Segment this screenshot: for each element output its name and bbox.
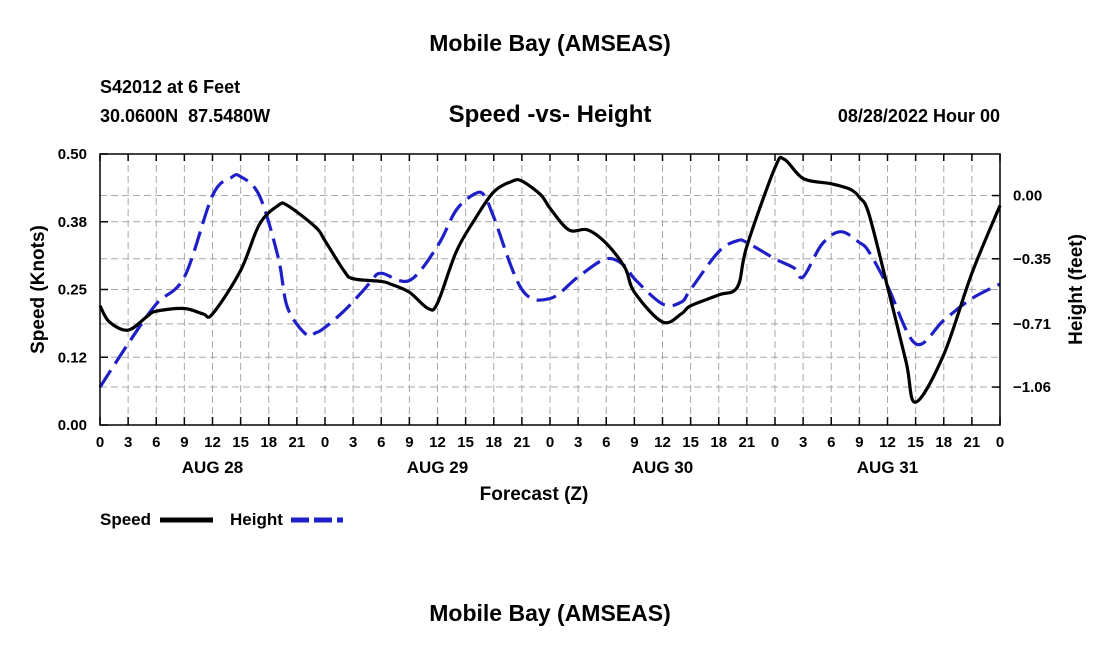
day-label: AUG 30 [632, 458, 693, 477]
x-tick-label: 15 [457, 434, 474, 451]
y2-tick-label: −0.71 [1013, 316, 1051, 333]
day-label: AUG 28 [182, 458, 243, 477]
x-tick-label: 12 [879, 434, 896, 451]
chart-subtitle: Speed -vs- Height [448, 101, 652, 128]
day-label: AUG 29 [407, 458, 468, 477]
x-tick-label: 9 [405, 434, 413, 451]
x-tick-label: 18 [710, 434, 727, 451]
x-tick-label: 6 [152, 434, 160, 451]
x-tick-label: 6 [377, 434, 385, 451]
y2-tick-label: −1.06 [1013, 379, 1051, 396]
x-tick-label: 3 [799, 434, 807, 451]
y-tick-label: 0.25 [58, 282, 87, 299]
coordinates-label: 30.0600N 87.5480W [100, 106, 271, 126]
x-tick-label: 21 [964, 434, 981, 451]
axis-layer: 0 3 6 9 12 15 18 21 0 3 6 9 12 15 18 21 0 3 6 9 12 15 18 21 0 3 6 9… [28, 146, 1087, 505]
x-tick-label: 9 [855, 434, 863, 451]
grid-lines [100, 154, 1000, 425]
x-tick-label: 9 [180, 434, 188, 451]
series-layer [98, 155, 1002, 404]
x-tick-label: 3 [124, 434, 132, 451]
x-tick-label: 18 [935, 434, 952, 451]
height-series-line [98, 173, 1001, 388]
x-tick-label: 15 [907, 434, 924, 451]
x-tick-label: 0 [321, 434, 329, 451]
x-tick-label: 21 [739, 434, 756, 451]
x-tick-label: 6 [602, 434, 610, 451]
x-tick-label: 15 [232, 434, 249, 451]
legend: Speed Height [100, 510, 343, 529]
x-tick-label: 6 [827, 434, 835, 451]
x-tick-label: 12 [429, 434, 446, 451]
day-label: AUG 31 [857, 458, 918, 477]
x-tick-label: 21 [289, 434, 306, 451]
x-tick-label: 0 [546, 434, 554, 451]
y-tick-label: 0.12 [58, 349, 87, 366]
y2-axis-title: Height (feet) [1066, 234, 1087, 345]
legend-speed-label: Speed [100, 510, 151, 529]
legend-height-label: Height [230, 510, 283, 529]
x-tick-label: 21 [514, 434, 531, 451]
y-axis-title: Speed (Knots) [28, 225, 49, 354]
x-tick-label: 0 [96, 434, 104, 451]
y-tick-label: 0.38 [58, 214, 87, 231]
x-tick-label: 18 [485, 434, 502, 451]
x-tick-label: 3 [574, 434, 582, 451]
speed-series-line [98, 155, 1002, 404]
main-title: Mobile Bay (AMSEAS) [429, 30, 671, 56]
x-tick-label: 12 [204, 434, 221, 451]
x-tick-label: 18 [260, 434, 277, 451]
x-tick-label: 0 [771, 434, 779, 451]
x-tick-label: 15 [682, 434, 699, 451]
forecast-datetime: 08/28/2022 Hour 00 [837, 106, 1000, 126]
x-tick-label: 3 [349, 434, 357, 451]
x-tick-label: 12 [654, 434, 671, 451]
y-tick-label: 0.50 [58, 146, 87, 163]
footer-title: Mobile Bay (AMSEAS) [429, 600, 671, 626]
y2-tick-label: −0.35 [1013, 251, 1051, 268]
x-tick-label: 9 [630, 434, 638, 451]
y2-tick-label: 0.00 [1013, 188, 1042, 205]
x-tick-label: 0 [996, 434, 1004, 451]
y-tick-label: 0.00 [58, 417, 87, 434]
x-axis-title: Forecast (Z) [480, 484, 589, 505]
station-label: S42012 at 6 Feet [100, 77, 241, 97]
